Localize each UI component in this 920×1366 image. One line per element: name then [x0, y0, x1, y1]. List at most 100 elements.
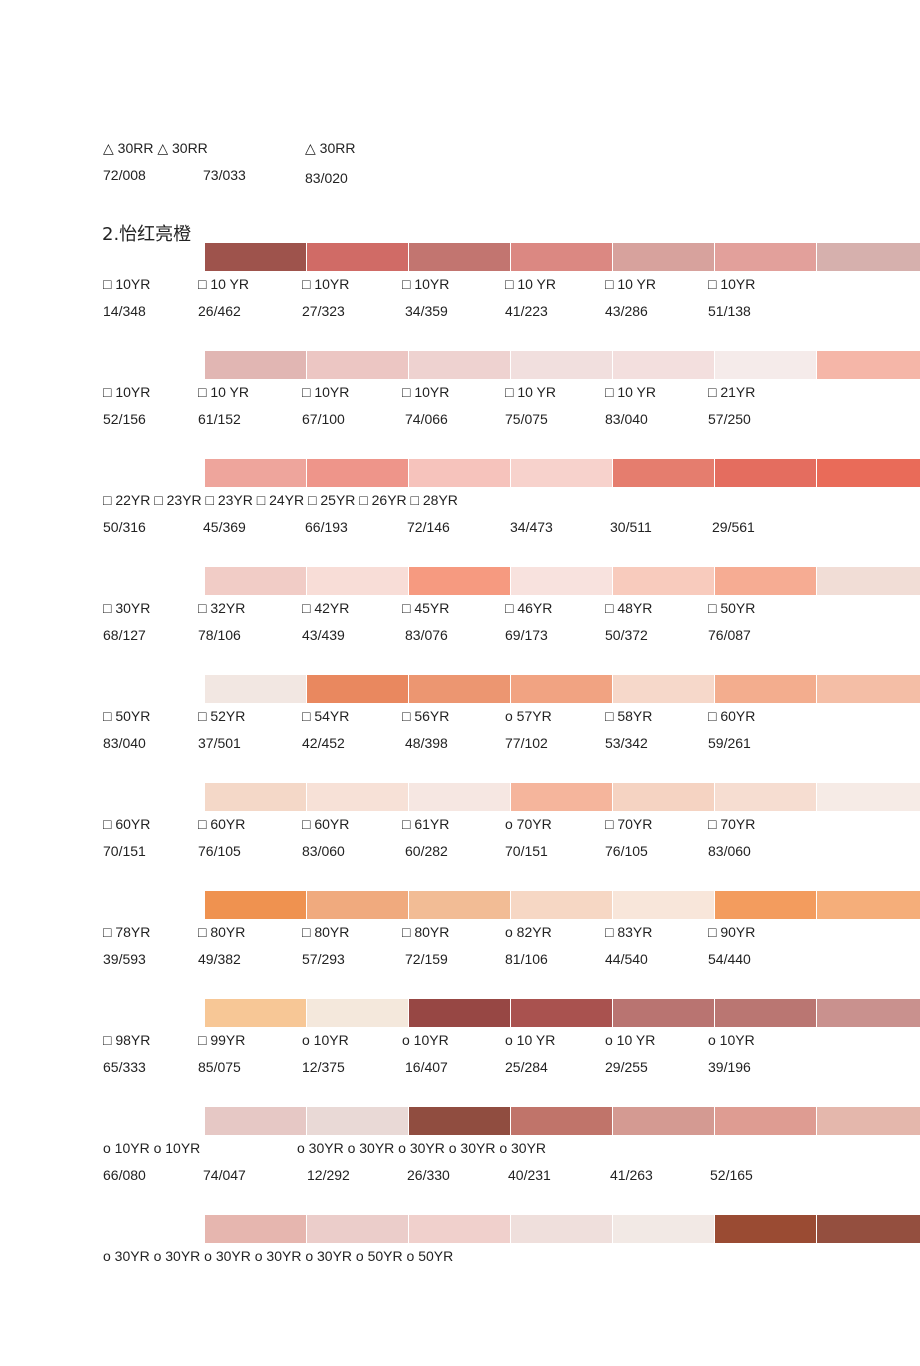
- color-value: 39/196: [708, 1059, 751, 1075]
- color-swatch: [817, 351, 920, 379]
- color-code: □ 56YR: [402, 708, 450, 724]
- color-swatch: [715, 1107, 816, 1135]
- color-swatch: [817, 459, 920, 487]
- color-code: □ 10YR: [302, 276, 350, 292]
- color-code: o 30YR o 30YR o 30YR o 30YR o 30YR: [297, 1140, 547, 1156]
- color-code: □ 10 YR: [198, 384, 250, 400]
- color-swatch: [511, 1215, 612, 1243]
- color-code: □ 22YR □ 23YR □ 23YR □ 24YR □ 25YR □ 26Y…: [103, 492, 458, 508]
- color-value: 67/100: [302, 411, 345, 427]
- color-code: □ 90YR: [708, 924, 756, 940]
- color-swatch: [205, 1215, 306, 1243]
- color-code: □ 48YR: [605, 600, 653, 616]
- color-code: □ 99YR: [198, 1032, 246, 1048]
- color-code: □ 10 YR: [605, 276, 657, 292]
- color-value: 12/375: [302, 1059, 345, 1075]
- color-value: 29/255: [605, 1059, 648, 1075]
- color-swatch: [307, 999, 408, 1027]
- color-value: 69/173: [505, 627, 548, 643]
- color-swatch: [715, 243, 816, 271]
- color-value: 60/282: [405, 843, 448, 859]
- color-swatch: [409, 243, 510, 271]
- color-code: □ 10YR: [708, 276, 756, 292]
- color-swatch: [613, 1215, 714, 1243]
- intro-value-2: 73/033: [203, 167, 246, 183]
- color-swatch: [715, 675, 816, 703]
- color-value: 34/473: [510, 519, 553, 535]
- swatch-strip: [205, 1215, 920, 1243]
- color-value: 50/372: [605, 627, 648, 643]
- color-swatch: [205, 783, 306, 811]
- color-swatch: [715, 351, 816, 379]
- color-swatch: [715, 1215, 816, 1243]
- color-swatch: [409, 567, 510, 595]
- color-swatch: [511, 243, 612, 271]
- color-value: 83/060: [708, 843, 751, 859]
- swatch-strip: [205, 891, 920, 919]
- color-swatch: [817, 675, 920, 703]
- color-swatch: [205, 459, 306, 487]
- color-code: □ 10YR: [402, 276, 450, 292]
- color-value: 40/231: [508, 1167, 551, 1183]
- color-swatch: [307, 459, 408, 487]
- color-code: o 10 YR: [605, 1032, 656, 1048]
- color-value: 65/333: [103, 1059, 146, 1075]
- color-value: 44/540: [605, 951, 648, 967]
- color-swatch: [511, 999, 612, 1027]
- color-swatch: [817, 1215, 920, 1243]
- color-code: □ 10YR: [103, 384, 151, 400]
- color-swatch: [409, 1215, 510, 1243]
- color-value: 72/159: [405, 951, 448, 967]
- color-swatch: [613, 999, 714, 1027]
- color-value: 83/060: [302, 843, 345, 859]
- color-value: 14/348: [103, 303, 146, 319]
- color-swatch: [715, 999, 816, 1027]
- color-value: 54/440: [708, 951, 751, 967]
- color-swatch: [511, 351, 612, 379]
- color-value: 61/152: [198, 411, 241, 427]
- color-value: 41/263: [610, 1167, 653, 1183]
- color-code: □ 54YR: [302, 708, 350, 724]
- color-code: □ 60YR: [708, 708, 756, 724]
- color-swatch: [613, 351, 714, 379]
- color-swatch: [307, 1215, 408, 1243]
- color-code: o 70YR: [505, 816, 552, 832]
- color-code: □ 45YR: [402, 600, 450, 616]
- color-code: □ 80YR: [302, 924, 350, 940]
- color-code: o 82YR: [505, 924, 552, 940]
- color-value: 76/087: [708, 627, 751, 643]
- color-swatch: [511, 783, 612, 811]
- swatch-strip: [205, 675, 920, 703]
- color-code: □ 10YR: [103, 276, 151, 292]
- color-code: o 30YR o 30YR o 30YR o 30YR o 30YR o 50Y…: [103, 1248, 454, 1264]
- color-swatch: [511, 1107, 612, 1135]
- color-swatch: [715, 783, 816, 811]
- color-value: 16/407: [405, 1059, 448, 1075]
- color-value: 51/138: [708, 303, 751, 319]
- color-swatch: [205, 351, 306, 379]
- color-code: □ 32YR: [198, 600, 246, 616]
- color-value: 12/292: [307, 1167, 350, 1183]
- color-value: 59/261: [708, 735, 751, 751]
- color-swatch: [409, 999, 510, 1027]
- color-swatch: [511, 891, 612, 919]
- color-swatch: [409, 891, 510, 919]
- color-value: 72/146: [407, 519, 450, 535]
- color-swatch: [613, 891, 714, 919]
- color-code: o 10YR: [302, 1032, 349, 1048]
- color-swatch: [817, 999, 920, 1027]
- color-swatch: [205, 675, 306, 703]
- color-value: 78/106: [198, 627, 241, 643]
- color-swatch: [817, 243, 920, 271]
- color-swatch: [613, 1107, 714, 1135]
- color-code: □ 58YR: [605, 708, 653, 724]
- color-code: □ 10 YR: [505, 384, 557, 400]
- color-value: 45/369: [203, 519, 246, 535]
- color-value: 85/075: [198, 1059, 241, 1075]
- color-value: 52/156: [103, 411, 146, 427]
- color-code: □ 46YR: [505, 600, 553, 616]
- color-code: o 57YR: [505, 708, 552, 724]
- color-code: □ 10 YR: [198, 276, 250, 292]
- color-value: 39/593: [103, 951, 146, 967]
- color-value: 70/151: [103, 843, 146, 859]
